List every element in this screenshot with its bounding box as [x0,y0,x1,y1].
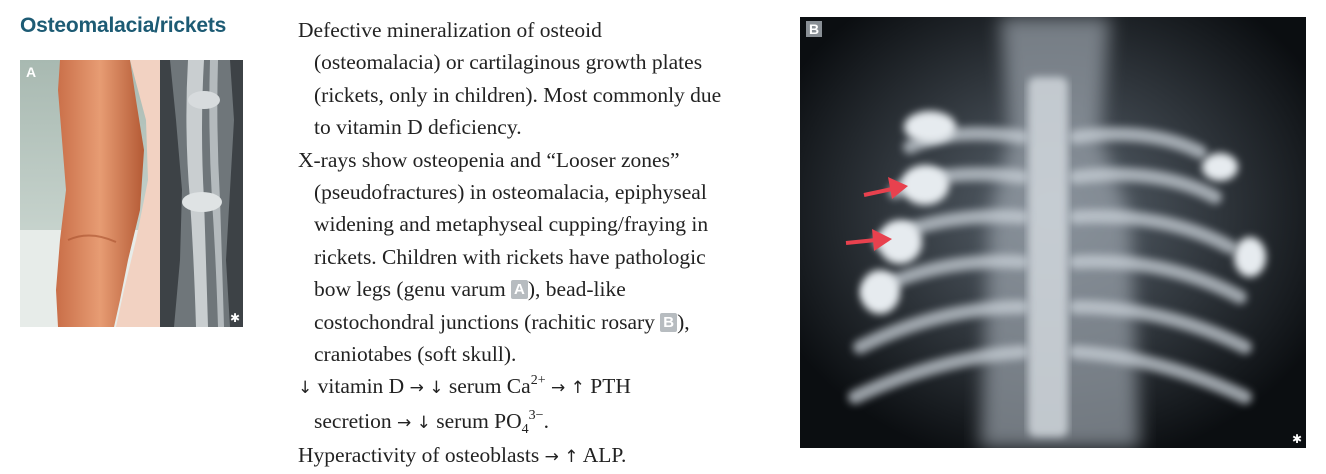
text-fragment: serum Ca [443,374,531,399]
right-arrow-icon: → [544,447,559,468]
page-title: Osteomalacia/rickets [20,14,227,37]
text-fragment: . [543,408,549,433]
figure-b-label: B [806,21,823,37]
text-line: Defective mineralization of osteoid [298,18,602,42]
figure-a-reference-badge: A [511,280,528,300]
text-line: (pseudofractures) in osteomalacia, epiph… [314,180,707,205]
pointer-arrows [845,177,908,251]
pathway-paragraph: ↓ vitamin D → ↓ serum Ca2+ → ↑ PTH secre… [298,370,798,439]
definition-paragraph: Defective mineralization of osteoid (ost… [298,14,798,144]
down-arrow-icon: ↓ [423,378,444,399]
figure-a-marker: ✱ [230,311,241,325]
text-line: (osteomalacia) or cartilaginous growth p… [314,50,703,75]
leg-xray [160,60,243,327]
chest-xray [800,17,1306,448]
text-line: widening and metaphyseal cupping/fraying… [314,212,709,237]
text-line: X-rays show osteopenia and “Looser zones… [298,147,680,172]
text-line: (rickets, only in children). Most common… [314,82,722,107]
figure-b-reference-badge: B [660,312,678,332]
right-arrow-icon: → [409,378,424,399]
up-arrow-icon: ↑ [565,378,585,399]
text-fragment: PTH [584,374,631,399]
xray-findings-paragraph: X-rays show osteopenia and “Looser zones… [298,144,798,371]
phosphate-charge: 3− [528,407,544,423]
calcium-charge: 2+ [530,373,546,389]
down-arrow-icon: ↓ [298,378,313,399]
right-arrow-icon: → [396,412,412,433]
figure-a-label: A [26,64,37,80]
figure-a-image: A ✱ [20,60,243,327]
text-fragment: Hyperactivity of osteoblasts [298,443,545,468]
down-arrow-icon: ↓ [411,412,431,433]
text-line: costochondral junctions (rachitic rosary [314,309,661,334]
text-fragment: serum PO [430,408,522,433]
text-fragment: ALP. [578,443,627,468]
description-text: Defective mineralization of osteoid (ost… [298,14,798,474]
text-line: ), [677,309,690,334]
text-fragment: vitamin D [312,374,410,399]
figure-b-marker: ✱ [1292,432,1303,446]
osteoblast-paragraph: Hyperactivity of osteoblasts → ↑ ALP. [298,439,798,473]
up-arrow-icon: ↑ [558,447,579,468]
text-fragment: secretion [314,408,397,433]
text-line: to vitamin D deficiency. [314,115,522,140]
bowed-leg-photo [20,60,160,327]
text-line: ), bead-like [527,277,626,302]
text-line: rickets. Children with rickets have path… [314,244,706,269]
figure-b-image: B ✱ [800,17,1306,448]
phosphate-subscript: 4 [521,421,529,437]
text-line: craniotabes (soft skull). [314,342,517,367]
text-line: bow legs (genu varum [314,277,512,302]
right-arrow-icon: → [545,378,566,399]
